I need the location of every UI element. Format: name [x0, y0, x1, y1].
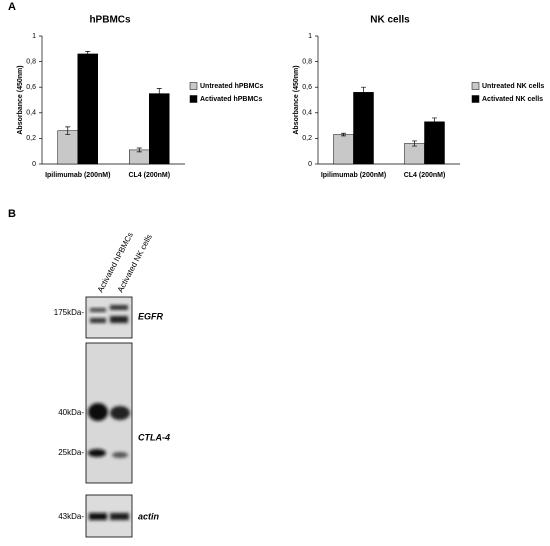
- legend-label: Activated hPBMCs: [200, 96, 262, 103]
- marker-label: 40kDa-: [58, 408, 84, 417]
- charts: hPBMCs Absorbance (450nm) 0 0,2 0,4 0,6 0,8 1 Ip…: [17, 15, 545, 179]
- error-bar: [361, 86, 366, 98]
- bar: [424, 121, 445, 165]
- legend-swatch: [471, 95, 480, 103]
- bar: [353, 92, 374, 165]
- panel-label: B: [8, 208, 16, 220]
- y-tick-label: 1: [32, 33, 36, 40]
- band: [90, 318, 106, 323]
- western-blot: Activated hPBMCs Activated NK cells 175k…: [54, 231, 170, 538]
- y-tick-label: 0,2: [302, 135, 312, 142]
- band: [112, 452, 128, 458]
- legend-swatch: [189, 95, 198, 103]
- error-bar: [136, 147, 142, 153]
- band: [110, 316, 128, 323]
- error-bar: [432, 117, 437, 126]
- error-bar: [156, 88, 162, 100]
- bar: [77, 53, 98, 165]
- y-tick-label: 0,8: [302, 58, 312, 65]
- band: [110, 305, 128, 310]
- protein-label: actin: [138, 511, 160, 521]
- y-tick-label: 0,8: [26, 58, 36, 65]
- y-tick-label: 0,4: [302, 110, 312, 117]
- y-tick-label: 0: [32, 161, 36, 168]
- band: [90, 308, 106, 312]
- band: [110, 406, 130, 420]
- bar: [57, 130, 78, 165]
- legend-label: Activated NK cells: [482, 96, 543, 103]
- y-tick-label: 0,2: [26, 135, 36, 142]
- band: [110, 513, 129, 520]
- lane-label: Activated hPBMCs: [96, 231, 135, 294]
- x-tick-label: CL4 (200nM): [128, 172, 170, 179]
- error-bar: [341, 132, 346, 137]
- y-tick-label: 0,6: [26, 84, 36, 91]
- y-tick-label: 0,4: [26, 110, 36, 117]
- y-tick-label: 0,6: [302, 84, 312, 91]
- bar: [404, 143, 425, 165]
- protein-label: EGFR: [138, 311, 164, 321]
- error-bar: [85, 51, 91, 57]
- legend-label: Untreated NK cells: [482, 83, 544, 90]
- marker-label: 175kDa-: [54, 308, 85, 317]
- bar: [149, 93, 170, 165]
- band: [88, 403, 108, 421]
- marker-label: 43kDa-: [58, 512, 84, 521]
- error-bar: [65, 126, 71, 135]
- band: [89, 513, 107, 520]
- error-bar: [412, 140, 417, 147]
- bar: [333, 134, 354, 165]
- y-axis-label: Absorbance (450nm): [17, 65, 24, 134]
- chart-title: hPBMCs: [89, 15, 131, 26]
- panel-label: A: [8, 1, 16, 13]
- band: [88, 449, 106, 457]
- legend-swatch: [189, 82, 198, 90]
- legend-label: Untreated hPBMCs: [200, 83, 264, 90]
- x-tick-label: CL4 (200nM): [404, 172, 446, 179]
- x-tick-label: Ipilimumab (200nM): [45, 172, 110, 179]
- y-axis-label: Absorbance (450nm): [293, 65, 300, 134]
- protein-label: CTLA-4: [138, 432, 170, 442]
- y-tick-label: 1: [308, 33, 312, 40]
- x-tick-label: Ipilimumab (200nM): [321, 172, 386, 179]
- marker-label: 25kDa-: [58, 448, 84, 457]
- y-tick-label: 0: [308, 161, 312, 168]
- chart-title: NK cells: [370, 15, 410, 26]
- legend-swatch: [471, 82, 480, 90]
